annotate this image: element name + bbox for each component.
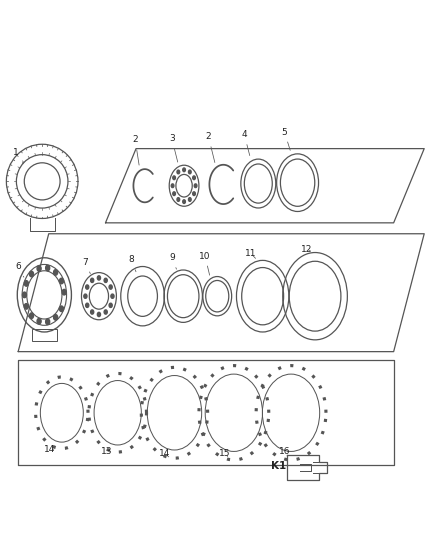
Text: 14: 14 [44,446,55,454]
Text: 3: 3 [169,134,178,162]
Text: 10: 10 [199,252,211,275]
Ellipse shape [53,270,58,275]
Ellipse shape [46,265,49,271]
Ellipse shape [193,192,195,196]
Text: 2: 2 [206,132,215,163]
Text: 6: 6 [15,262,24,277]
Ellipse shape [188,170,191,174]
Text: 4: 4 [241,130,250,156]
Ellipse shape [37,266,41,271]
Ellipse shape [60,278,64,284]
Ellipse shape [60,306,64,312]
Text: 8: 8 [129,255,136,272]
Ellipse shape [86,285,89,289]
Ellipse shape [97,276,100,280]
Text: 9: 9 [169,253,177,269]
Ellipse shape [24,280,28,286]
Ellipse shape [173,192,176,196]
Text: 5: 5 [282,127,290,150]
Ellipse shape [46,319,49,325]
Ellipse shape [177,170,180,174]
Text: 16: 16 [279,447,290,456]
Text: 1: 1 [13,149,23,164]
Ellipse shape [183,200,185,204]
Ellipse shape [62,289,66,295]
Ellipse shape [188,198,191,201]
Ellipse shape [91,278,94,282]
Ellipse shape [194,184,197,188]
Ellipse shape [53,314,58,320]
Ellipse shape [22,292,26,297]
Ellipse shape [86,303,89,308]
Ellipse shape [24,304,28,309]
Text: 15: 15 [219,449,231,458]
Ellipse shape [171,184,174,188]
Text: K1: K1 [271,462,286,472]
Ellipse shape [91,310,94,314]
Text: 2: 2 [132,135,139,165]
Ellipse shape [111,294,114,298]
Ellipse shape [104,310,107,314]
Text: 14: 14 [159,449,170,458]
Ellipse shape [173,176,176,180]
Ellipse shape [177,198,180,201]
Bar [32,329,57,341]
Ellipse shape [109,303,112,308]
Text: 11: 11 [245,249,257,259]
Text: 7: 7 [82,257,90,273]
Ellipse shape [183,168,185,172]
Ellipse shape [109,285,112,289]
Ellipse shape [29,271,34,277]
Ellipse shape [84,294,87,298]
Ellipse shape [29,313,34,319]
Ellipse shape [193,176,195,180]
Text: 12: 12 [300,245,312,254]
Ellipse shape [97,312,100,317]
Ellipse shape [37,318,41,324]
Text: 13: 13 [101,447,113,456]
Ellipse shape [104,278,107,282]
